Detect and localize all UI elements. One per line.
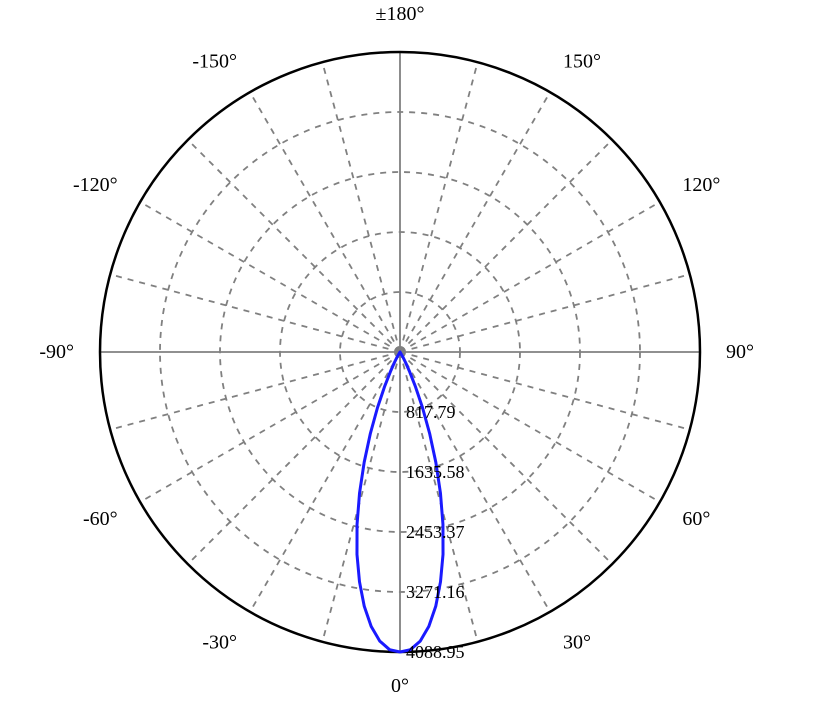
radial-label: 2453.37 bbox=[406, 522, 465, 542]
angle-label: -120° bbox=[73, 174, 118, 196]
angle-label: 0° bbox=[391, 675, 409, 697]
grid-spoke bbox=[400, 140, 612, 352]
grid-spoke bbox=[110, 352, 400, 430]
grid-spoke bbox=[400, 202, 660, 352]
radial-label: 4088.95 bbox=[406, 642, 465, 662]
angle-label: 90° bbox=[726, 341, 754, 363]
angle-label: 150° bbox=[563, 51, 601, 73]
polar-chart: 817.79 1635.58 2453.37 3271.16 4088.95 ±180° 1… bbox=[0, 0, 825, 705]
radial-label: 3271.16 bbox=[406, 582, 465, 602]
polar-svg: 817.79 1635.58 2453.37 3271.16 4088.95 ±180° 1… bbox=[0, 0, 825, 705]
grid-spoke bbox=[400, 274, 690, 352]
angle-label: -150° bbox=[192, 51, 237, 73]
grid-spoke bbox=[400, 62, 478, 352]
angle-label: ±180° bbox=[376, 3, 425, 25]
grid-spoke bbox=[400, 92, 550, 352]
angle-label: -60° bbox=[83, 508, 118, 530]
grid-spoke bbox=[140, 202, 400, 352]
angle-label: -90° bbox=[39, 341, 74, 363]
grid-spoke bbox=[322, 352, 400, 642]
grid-spoke bbox=[188, 140, 400, 352]
angle-label: -30° bbox=[202, 631, 237, 653]
grid-spoke bbox=[250, 92, 400, 352]
angle-label: 30° bbox=[563, 631, 591, 653]
grid-spoke bbox=[322, 62, 400, 352]
grid-spoke bbox=[250, 352, 400, 612]
grid-spoke bbox=[188, 352, 400, 564]
radial-label: 817.79 bbox=[406, 402, 456, 422]
radial-label: 1635.58 bbox=[406, 462, 465, 482]
angle-label: 120° bbox=[682, 174, 720, 196]
grid-spoke bbox=[110, 274, 400, 352]
angle-label: 60° bbox=[682, 508, 710, 530]
